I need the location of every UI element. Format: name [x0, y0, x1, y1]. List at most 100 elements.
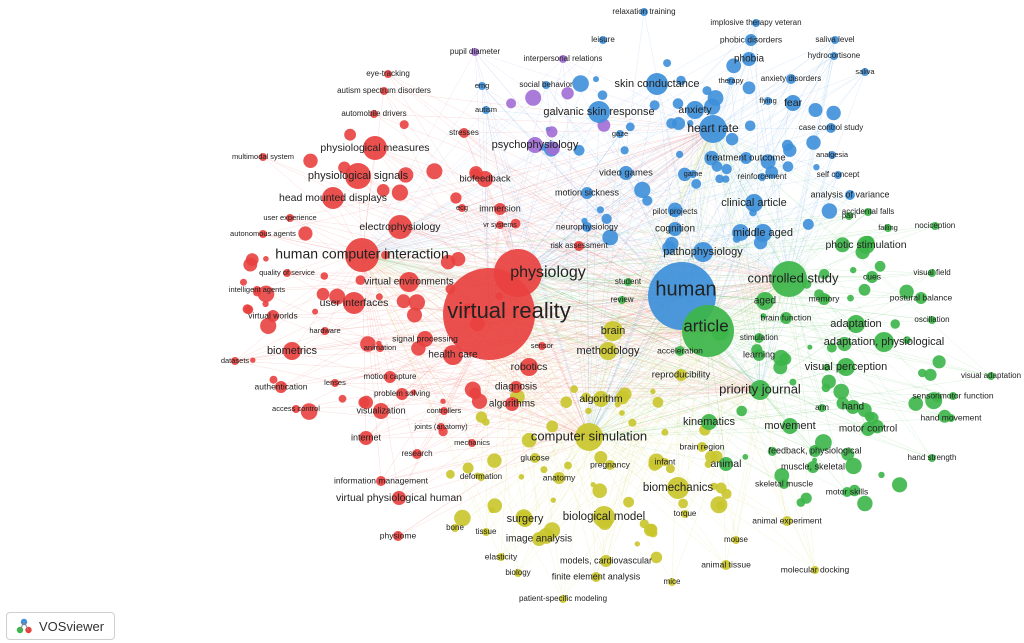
node-label[interactable]: virtual worlds	[248, 310, 298, 320]
node-label[interactable]: models, cardiovascular	[560, 555, 652, 565]
node-label[interactable]: computer simulation	[531, 428, 647, 443]
node-label[interactable]: virtual environments	[364, 277, 453, 288]
node-label[interactable]: reproducibility	[652, 370, 711, 381]
node-label[interactable]: heart rate	[687, 121, 739, 135]
node-circle[interactable]	[861, 68, 869, 76]
node-label[interactable]: implosive therapy veteran	[710, 18, 801, 27]
node-circle[interactable]	[750, 380, 770, 400]
node-label[interactable]: biological model	[563, 511, 645, 523]
node-circle[interactable]	[826, 123, 836, 133]
node-circle[interactable]	[874, 332, 894, 352]
node-label[interactable]: image analysis	[506, 534, 572, 545]
node-circle[interactable]	[828, 151, 836, 159]
node-label[interactable]: visual adaptation	[961, 371, 1021, 380]
node-circle[interactable]	[727, 77, 735, 85]
node-circle[interactable]	[754, 224, 772, 242]
node-circle[interactable]	[949, 392, 957, 400]
node-label[interactable]: automobile drivers	[341, 109, 406, 118]
node-label[interactable]: physiology	[510, 264, 586, 281]
node-label[interactable]: visual perception	[805, 361, 888, 373]
node-circle[interactable]	[675, 369, 687, 381]
node-circle[interactable]	[699, 115, 727, 143]
node-circle[interactable]	[532, 532, 546, 546]
node-circle[interactable]	[753, 349, 765, 361]
node-circle[interactable]	[388, 215, 412, 239]
node-label[interactable]: physiological signals	[308, 170, 409, 182]
node-label[interactable]: risk assessment	[550, 241, 608, 250]
node-circle[interactable]	[496, 221, 504, 229]
node-label[interactable]: deformation	[460, 472, 502, 481]
node-circle[interactable]	[818, 293, 830, 305]
node-circle[interactable]	[619, 166, 633, 180]
node-label[interactable]: stresses	[449, 128, 479, 137]
node-circle[interactable]	[259, 153, 267, 161]
node-label[interactable]: self concept	[817, 170, 860, 179]
node-circle[interactable]	[764, 97, 772, 105]
node-label[interactable]: anatomy	[543, 472, 576, 482]
node-circle[interactable]	[497, 553, 505, 561]
node-circle[interactable]	[482, 106, 490, 114]
node-circle[interactable]	[845, 190, 855, 200]
node-circle[interactable]	[440, 407, 448, 415]
node-label[interactable]: infant	[655, 456, 676, 466]
node-circle[interactable]	[686, 101, 704, 119]
node-label[interactable]: cognition	[655, 224, 695, 235]
node-circle[interactable]	[458, 204, 466, 212]
node-label[interactable]: problem solving	[374, 389, 430, 398]
node-circle[interactable]	[437, 423, 445, 431]
node-label[interactable]: acceleration	[657, 345, 703, 355]
node-circle[interactable]	[517, 511, 533, 527]
node-circle[interactable]	[373, 403, 389, 419]
node-label[interactable]: immersion	[479, 203, 521, 213]
node-circle[interactable]	[477, 171, 493, 187]
node-label[interactable]: sensor	[531, 341, 554, 350]
node-circle[interactable]	[752, 19, 760, 27]
node-circle[interactable]	[343, 292, 365, 314]
node-circle[interactable]	[846, 400, 860, 414]
node-circle[interactable]	[443, 345, 463, 365]
node-label[interactable]: hand strength	[908, 453, 957, 462]
node-label[interactable]: robotics	[511, 361, 548, 373]
node-label[interactable]: research	[401, 449, 432, 458]
node-circle[interactable]	[845, 212, 853, 220]
node-circle[interactable]	[593, 506, 615, 528]
node-label[interactable]: mechanics	[454, 438, 490, 447]
node-label[interactable]: head mounted displays	[279, 192, 387, 204]
node-circle[interactable]	[477, 473, 485, 481]
node-label[interactable]: review	[610, 295, 633, 304]
node-label[interactable]: algorithm	[579, 393, 622, 405]
node-label[interactable]: hardware	[309, 326, 340, 335]
node-label[interactable]: intelligent agents	[229, 285, 286, 294]
node-circle[interactable]	[376, 476, 386, 486]
node-circle[interactable]	[494, 203, 506, 215]
node-label[interactable]: brain function	[760, 312, 811, 322]
node-circle[interactable]	[514, 569, 522, 577]
node-label[interactable]: anxiety	[678, 104, 712, 116]
node-label[interactable]: student	[615, 277, 642, 286]
node-label[interactable]: psychophysiology	[492, 139, 579, 151]
node-label[interactable]: health care	[428, 350, 478, 361]
node-circle[interactable]	[559, 55, 567, 63]
node-label[interactable]: muscle, skeletal	[781, 461, 845, 471]
node-label[interactable]: pain	[842, 211, 856, 220]
node-label[interactable]: internet	[351, 432, 382, 442]
node-label[interactable]: electrophysiology	[359, 221, 441, 233]
node-label[interactable]: accidental falls	[842, 207, 894, 216]
node-label[interactable]: pregnancy	[590, 459, 630, 469]
node-label[interactable]: glucose	[520, 452, 550, 462]
node-circle[interactable]	[267, 310, 279, 322]
node-label[interactable]: motion capture	[364, 372, 417, 381]
node-circle[interactable]	[782, 418, 798, 434]
node-circle[interactable]	[417, 331, 433, 347]
node-circle[interactable]	[831, 36, 839, 44]
node-label[interactable]: autism spectrum disorders	[337, 86, 431, 95]
node-label[interactable]: hand movement	[921, 412, 983, 422]
node-circle[interactable]	[468, 439, 476, 447]
node-circle[interactable]	[538, 342, 546, 350]
node-label[interactable]: algorithms	[489, 399, 535, 410]
node-circle[interactable]	[286, 214, 294, 222]
node-circle[interactable]	[575, 423, 603, 451]
node-circle[interactable]	[830, 52, 838, 60]
node-label[interactable]: emg	[475, 81, 490, 90]
node-label[interactable]: cues	[863, 271, 881, 281]
